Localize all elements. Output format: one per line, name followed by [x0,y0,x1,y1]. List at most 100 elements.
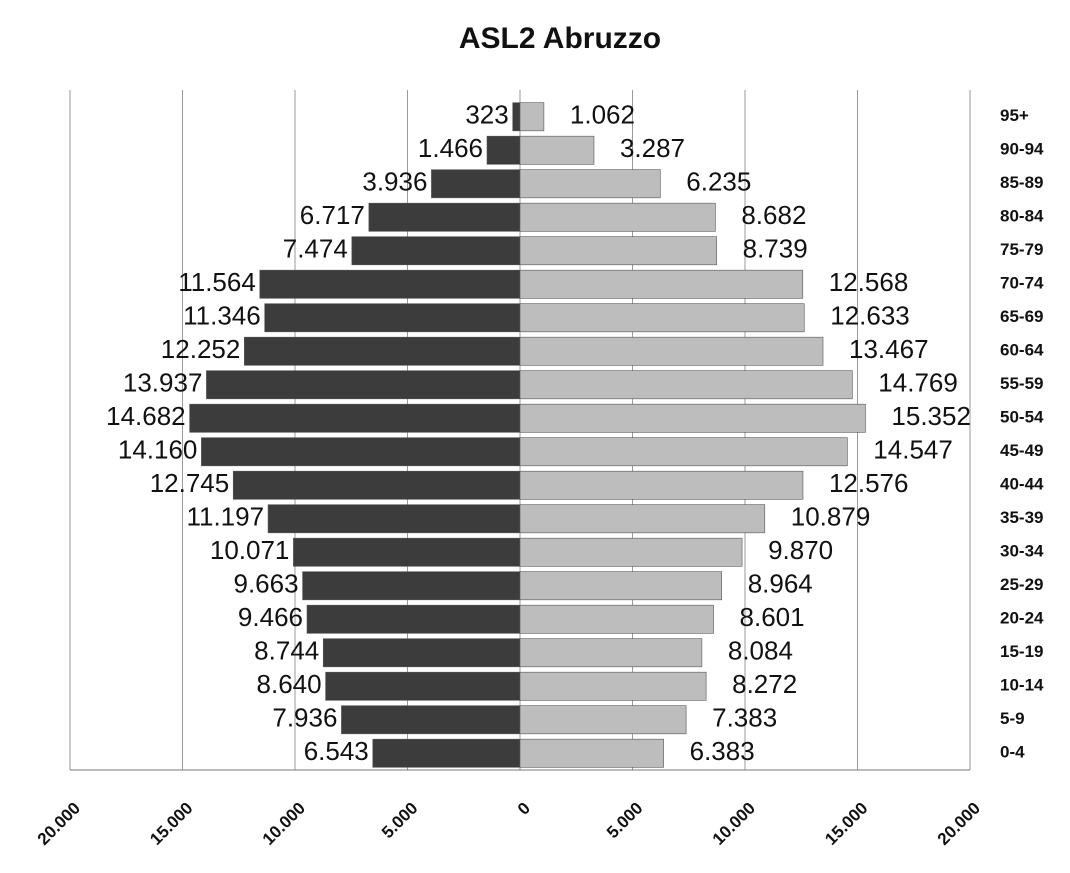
bar [293,537,521,567]
bar [512,102,521,132]
category-label: 25-29 [1000,575,1043,594]
bar [431,169,521,199]
category-label: 85-89 [1000,173,1043,192]
x-tick-label: 15.000 [821,799,871,849]
bar [519,269,804,299]
value-label: 14.547 [873,435,953,465]
value-label: 6.383 [690,736,755,766]
category-label: 15-19 [1000,642,1043,661]
value-label: 8.744 [254,636,319,666]
value-label: 12.576 [829,468,909,498]
category-label: 95+ [1000,106,1029,125]
value-label: 3.287 [620,133,685,163]
bar [372,738,521,768]
bar [519,437,848,467]
bar [232,470,521,500]
bar [264,303,521,333]
bar [206,370,521,400]
category-label: 75-79 [1000,240,1043,259]
bar [267,504,521,534]
value-label: 14.769 [878,368,958,398]
x-tick-label: 5.000 [603,799,647,843]
bar [519,738,664,768]
bar [519,638,703,668]
bar [341,705,521,735]
value-label: 7.936 [272,703,337,733]
bar [519,303,805,333]
bar [519,604,714,634]
value-label: 13.937 [123,368,203,398]
x-tick-label: 10.000 [259,799,309,849]
bar [519,671,707,701]
value-label: 6.543 [304,736,369,766]
category-label: 40-44 [1000,475,1044,494]
value-label: 8.601 [740,602,805,632]
category-label: 5-9 [1000,709,1025,728]
value-label: 9.870 [768,535,833,565]
bar [519,202,716,232]
chart-title: ASL2 Abruzzo [459,22,661,55]
bar [302,571,521,601]
value-label: 10.879 [791,502,871,532]
value-label: 8.272 [732,669,797,699]
category-label: 45-49 [1000,441,1043,460]
value-label: 8.682 [741,200,806,230]
value-label: 9.663 [234,569,299,599]
value-label: 12.252 [161,334,241,364]
value-label: 11.197 [186,502,264,532]
value-label: 7.383 [712,703,777,733]
value-label: 10.071 [210,535,290,565]
category-label: 30-34 [1000,542,1044,561]
bar [519,504,766,534]
bar [351,236,521,266]
category-label: 50-54 [1000,408,1044,427]
x-tick-label: 20.000 [34,799,84,849]
value-label: 13.467 [849,334,929,364]
value-label: 14.682 [106,401,186,431]
value-label: 11.346 [183,301,261,331]
bar [519,236,717,266]
category-label: 20-24 [1000,609,1044,628]
category-label: 90-94 [1000,140,1044,159]
bar [519,102,545,132]
value-label: 8.739 [743,234,808,264]
value-label: 12.633 [830,301,910,331]
bar [486,135,521,165]
category-label: 10-14 [1000,676,1044,695]
value-label: 6.717 [300,200,365,230]
value-label: 12.745 [150,468,230,498]
value-label: 11.564 [178,267,256,297]
value-label: 9.466 [238,602,303,632]
bar [368,202,521,232]
value-label: 8.964 [748,569,813,599]
bar [519,470,804,500]
value-label: 7.474 [283,234,348,264]
x-tick-label: 15.000 [146,799,196,849]
bar [519,571,722,601]
category-label: 0-4 [1000,743,1025,762]
x-tick-label: 5.000 [378,799,422,843]
value-label: 6.235 [686,167,751,197]
category-label: 35-39 [1000,508,1043,527]
category-label: 60-64 [1000,341,1044,360]
value-label: 1.466 [418,133,483,163]
value-label: 1.062 [570,100,635,130]
x-tick-label: 20.000 [934,799,984,849]
bar [519,169,661,199]
bar [189,403,521,433]
bar [519,370,853,400]
value-label: 3.936 [362,167,427,197]
value-label: 323 [465,100,508,130]
category-label: 80-84 [1000,207,1044,226]
value-label: 8.640 [257,669,322,699]
bar [244,336,521,366]
value-label: 15.352 [891,401,971,431]
bar [519,135,595,165]
x-tick-label: 0 [514,799,534,819]
bar [306,604,521,634]
bar [325,671,521,701]
x-tick-label: 10.000 [709,799,759,849]
category-label: 65-69 [1000,307,1043,326]
bar [519,537,743,567]
